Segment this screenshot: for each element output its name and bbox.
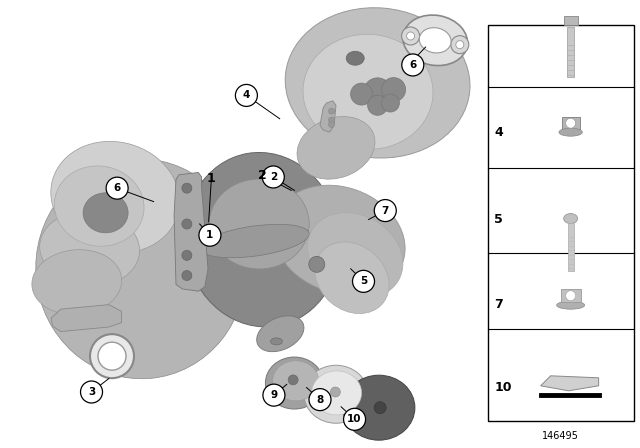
Text: 1: 1 (207, 172, 216, 185)
Circle shape (344, 408, 365, 431)
Text: 8: 8 (316, 395, 324, 405)
Text: 5: 5 (494, 213, 503, 226)
Polygon shape (51, 305, 122, 332)
Text: 5: 5 (360, 276, 367, 286)
Circle shape (81, 381, 102, 403)
Circle shape (106, 177, 128, 199)
Circle shape (328, 108, 335, 114)
Circle shape (90, 334, 134, 378)
Bar (567, 27, 574, 78)
Ellipse shape (564, 214, 578, 224)
Bar (488, 25, 634, 421)
Ellipse shape (40, 211, 140, 286)
Ellipse shape (557, 301, 585, 309)
Ellipse shape (315, 242, 389, 314)
Text: 1: 1 (206, 230, 214, 240)
Circle shape (381, 94, 399, 112)
Circle shape (406, 32, 415, 40)
Ellipse shape (307, 213, 403, 298)
Ellipse shape (209, 179, 309, 269)
Ellipse shape (273, 185, 405, 294)
Circle shape (351, 83, 372, 105)
Ellipse shape (200, 224, 309, 258)
Ellipse shape (184, 152, 340, 327)
Polygon shape (320, 101, 336, 132)
Circle shape (263, 384, 285, 406)
Bar (568, 223, 573, 271)
Ellipse shape (303, 34, 433, 149)
Circle shape (309, 388, 331, 411)
Text: 146495: 146495 (542, 431, 579, 441)
Ellipse shape (285, 8, 470, 158)
Circle shape (182, 219, 192, 229)
Ellipse shape (343, 375, 415, 440)
Circle shape (364, 78, 392, 106)
Ellipse shape (419, 28, 451, 53)
Circle shape (456, 41, 464, 49)
Ellipse shape (304, 365, 368, 423)
Text: 2: 2 (269, 172, 277, 182)
Text: 4: 4 (243, 90, 250, 100)
Circle shape (98, 342, 126, 370)
Text: 4: 4 (494, 125, 503, 139)
Text: 10: 10 (348, 414, 362, 424)
Ellipse shape (32, 250, 122, 315)
Circle shape (401, 27, 420, 45)
Text: 7: 7 (381, 206, 389, 215)
Circle shape (374, 199, 396, 222)
Circle shape (566, 291, 575, 301)
Text: 3: 3 (88, 387, 95, 397)
Ellipse shape (312, 371, 362, 415)
Ellipse shape (346, 51, 364, 65)
Circle shape (236, 84, 257, 107)
Circle shape (328, 117, 335, 123)
Circle shape (381, 78, 406, 102)
Circle shape (309, 256, 325, 272)
Bar (562, 117, 580, 129)
Circle shape (182, 250, 192, 260)
Text: 6: 6 (409, 60, 417, 70)
Ellipse shape (273, 361, 319, 401)
Circle shape (353, 270, 374, 293)
Circle shape (451, 36, 469, 54)
Text: 10: 10 (494, 381, 511, 394)
Polygon shape (174, 172, 208, 291)
Ellipse shape (36, 159, 246, 379)
Circle shape (566, 118, 575, 128)
Circle shape (328, 121, 335, 128)
Text: 6: 6 (113, 183, 121, 193)
Circle shape (182, 183, 192, 193)
Circle shape (374, 402, 386, 414)
Ellipse shape (51, 142, 180, 253)
Ellipse shape (83, 193, 128, 233)
Circle shape (330, 387, 340, 397)
Bar (564, 16, 578, 26)
Ellipse shape (559, 128, 582, 136)
Polygon shape (541, 376, 598, 391)
Ellipse shape (403, 15, 467, 65)
Circle shape (288, 375, 298, 385)
Circle shape (182, 271, 192, 280)
Text: 7: 7 (494, 298, 503, 311)
Ellipse shape (266, 357, 323, 409)
Bar (561, 289, 580, 302)
Text: 9: 9 (270, 390, 278, 400)
Ellipse shape (297, 116, 375, 179)
Ellipse shape (271, 338, 282, 345)
Circle shape (402, 54, 424, 76)
Ellipse shape (257, 316, 304, 352)
Text: 2: 2 (258, 169, 267, 182)
Circle shape (262, 166, 284, 188)
Circle shape (367, 95, 388, 115)
Ellipse shape (54, 166, 144, 246)
Circle shape (199, 224, 221, 246)
